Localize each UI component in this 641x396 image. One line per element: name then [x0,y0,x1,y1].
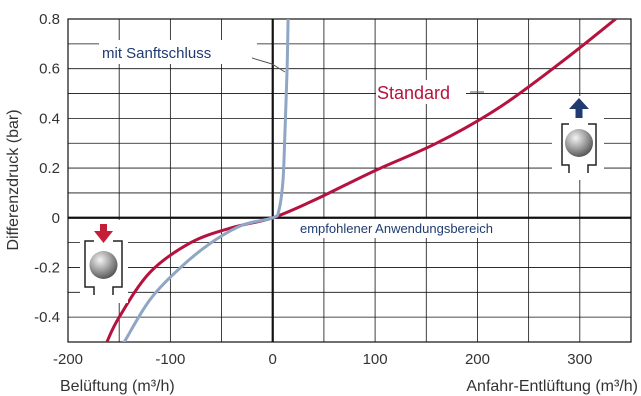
plot-border [67,18,632,343]
valve-open-up-icon [552,96,604,180]
y-tick-label: 0.4 [39,110,60,127]
y-tick-labels: 0.8 0.6 0.4 0.2 0 -0.2 -0.4 [34,11,60,326]
sanftschluss-label: mit Sanftschluss [102,45,211,62]
y-tick-label: -0.2 [34,259,60,276]
plot-frame [67,18,632,343]
series-layer [105,19,618,342]
x-tick-label: -200 [53,351,83,368]
range-label-bg [298,219,526,238]
axes [68,19,631,342]
x-tick-label: 300 [567,351,592,368]
y-tick-label: 0 [52,210,60,227]
x-tick-label: 100 [363,351,388,368]
sanftschluss-leader-line [251,57,286,73]
x-tick-label: 0 [269,351,277,368]
sanftschluss-label-bg [99,40,257,64]
series-line-standard [105,19,618,342]
y-tick-label: 0.6 [39,61,60,78]
y-axis-title: Differenzdruck (bar) [5,109,22,250]
y-tick-label: 0.8 [39,11,60,28]
x-tick-label: -100 [155,351,185,368]
x-tick-labels: -200 -100 0 100 200 300 [53,351,592,368]
range-label: empfohlener Anwendungsbereich [300,221,493,236]
valve-open-down-icon [80,220,128,303]
grid [67,18,632,343]
standard-label-bg [376,80,466,104]
x-axis-title-right: Anfahr-Entlüftung (m³/h) [466,378,638,395]
y-tick-label: -0.4 [34,309,60,326]
y-tick-label: 0.2 [39,160,60,177]
x-tick-label: 200 [465,351,490,368]
standard-label: Standard [377,83,450,103]
series-line-mit-sanftschluss [122,19,290,342]
x-axis-title-left: Belüftung (m³/h) [60,378,175,395]
